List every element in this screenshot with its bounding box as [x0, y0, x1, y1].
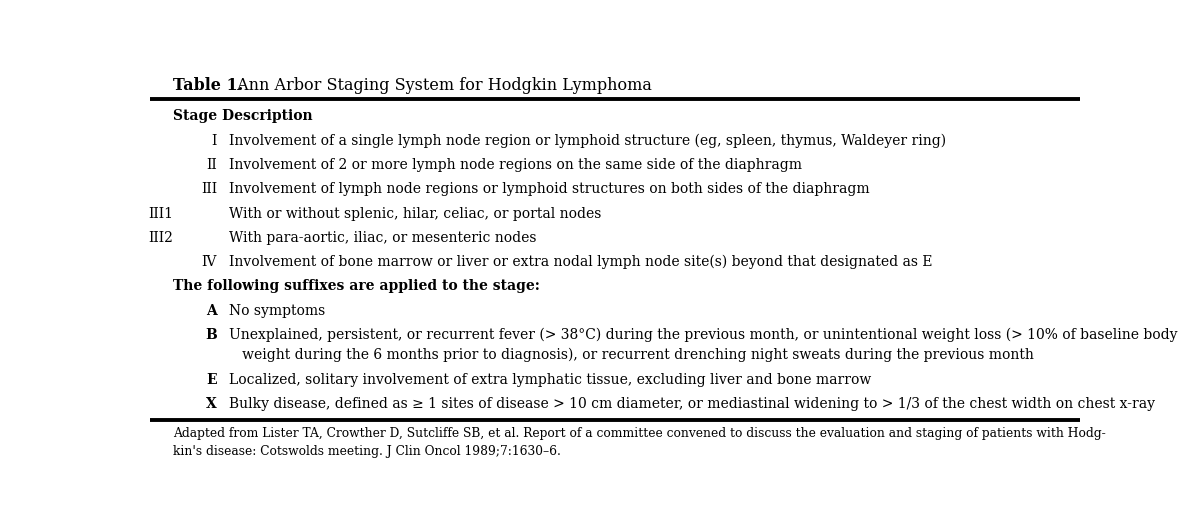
Text: IV: IV: [202, 255, 217, 269]
Text: Involvement of lymph node regions or lymphoid structures on both sides of the di: Involvement of lymph node regions or lym…: [229, 182, 870, 196]
Text: III: III: [200, 182, 217, 196]
Text: Involvement of bone marrow or liver or extra nodal lymph node site(s) beyond tha: Involvement of bone marrow or liver or e…: [229, 255, 932, 269]
Text: A: A: [206, 303, 217, 318]
Text: Involvement of a single lymph node region or lymphoid structure (eg, spleen, thy: Involvement of a single lymph node regio…: [229, 134, 946, 148]
Text: Adapted from Lister TA, Crowther D, Sutcliffe SB, et al. Report of a committee c: Adapted from Lister TA, Crowther D, Sutc…: [173, 427, 1106, 458]
Text: weight during the 6 months prior to diagnosis), or recurrent drenching night swe: weight during the 6 months prior to diag…: [229, 348, 1034, 362]
Text: III1: III1: [149, 206, 173, 220]
Text: No symptoms: No symptoms: [229, 303, 325, 318]
Text: II: II: [206, 158, 217, 172]
Text: Table 1.: Table 1.: [173, 77, 244, 94]
Text: Stage Description: Stage Description: [173, 110, 313, 123]
Text: Unexplained, persistent, or recurrent fever (> 38°C) during the previous month, : Unexplained, persistent, or recurrent fe…: [229, 328, 1177, 342]
Text: III2: III2: [149, 231, 173, 245]
Text: With or without splenic, hilar, celiac, or portal nodes: With or without splenic, hilar, celiac, …: [229, 206, 601, 220]
Text: Ann Arbor Staging System for Hodgkin Lymphoma: Ann Arbor Staging System for Hodgkin Lym…: [232, 77, 652, 94]
Text: Bulky disease, defined as ≥ 1 sites of disease > 10 cm diameter, or mediastinal : Bulky disease, defined as ≥ 1 sites of d…: [229, 397, 1156, 411]
Text: B: B: [205, 328, 217, 342]
Text: With para-aortic, iliac, or mesenteric nodes: With para-aortic, iliac, or mesenteric n…: [229, 231, 536, 245]
Text: I: I: [211, 134, 217, 148]
Text: Localized, solitary involvement of extra lymphatic tissue, excluding liver and b: Localized, solitary involvement of extra…: [229, 373, 871, 387]
Text: E: E: [206, 373, 217, 387]
Text: Involvement of 2 or more lymph node regions on the same side of the diaphragm: Involvement of 2 or more lymph node regi…: [229, 158, 802, 172]
Text: X: X: [206, 397, 217, 411]
Text: The following suffixes are applied to the stage:: The following suffixes are applied to th…: [173, 279, 540, 293]
